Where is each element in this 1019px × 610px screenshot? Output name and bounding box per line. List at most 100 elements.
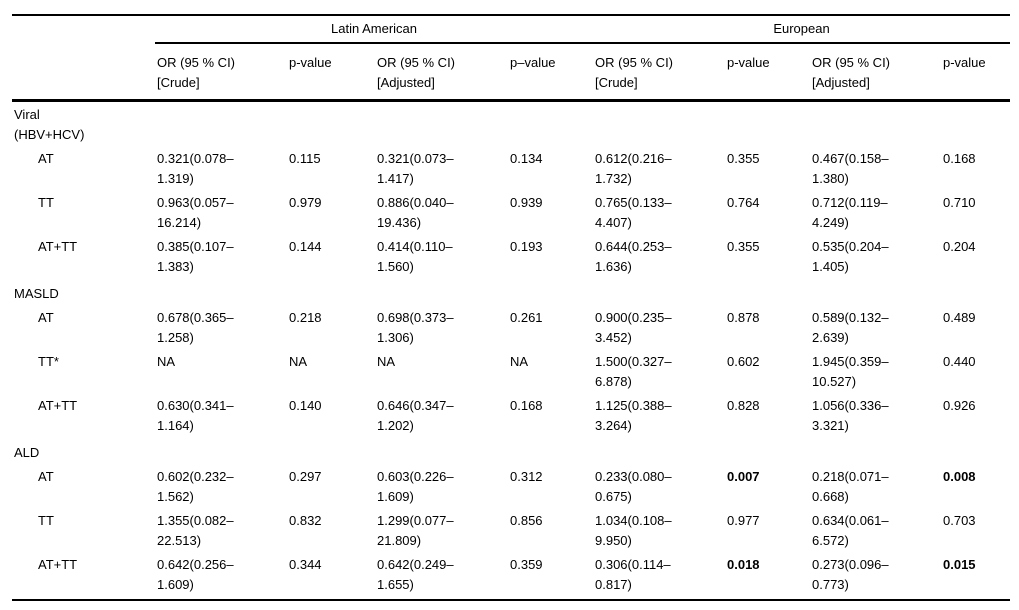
or-ci-cell: 0.306(0.114– 0.817) [595, 557, 671, 592]
or-ci-cell: NA [157, 354, 176, 369]
column-header-pvalue-adjusted-eu: p-value [941, 43, 1011, 102]
column-header-pvalue-crude-eu: p-value [725, 43, 810, 102]
p-value-cell: 0.979 [289, 195, 322, 210]
stub-header-cell [12, 43, 155, 102]
genotype-label: AT [38, 469, 54, 484]
p-value-cell: 0.297 [289, 469, 322, 484]
or-ci-cell: 1.299(0.077– 21.809) [377, 513, 454, 548]
p-value-cell: 0.008 [943, 469, 976, 484]
column-header-or-adjusted-la: OR (95 % CI) [Adjusted] [375, 43, 508, 102]
p-value-cell: 0.344 [289, 557, 322, 572]
or-ci-cell: 0.642(0.256– 1.609) [157, 557, 234, 592]
p-value-cell: 0.602 [727, 354, 760, 369]
p-value-cell: 0.144 [289, 239, 322, 254]
p-value-cell: 0.312 [510, 469, 543, 484]
or-ci-cell: 0.886(0.040– 19.436) [377, 195, 454, 230]
or-ci-cell: 0.589(0.132– 2.639) [812, 310, 889, 345]
stub-header-cell [12, 15, 155, 43]
section-label: ALD [14, 445, 40, 460]
or-ci-cell: 0.321(0.073– 1.417) [377, 151, 454, 186]
odds-ratio-table: Latin American European OR (95 % CI) [Cr… [12, 14, 1011, 601]
p-value-cell: 0.440 [943, 354, 976, 369]
or-ci-cell: 0.414(0.110– 1.560) [377, 239, 453, 274]
p-value-cell: 0.489 [943, 310, 976, 325]
p-value-cell: 0.140 [289, 398, 322, 413]
p-value-cell: 0.703 [943, 513, 976, 528]
or-ci-cell: 0.642(0.249– 1.655) [377, 557, 454, 592]
p-value-cell: 0.015 [943, 557, 976, 572]
section-header-row: Viral (HBV+HCV) [12, 101, 1010, 150]
or-ci-cell: 0.233(0.080– 0.675) [595, 469, 672, 504]
or-ci-cell: 1.056(0.336– 3.321) [812, 398, 889, 433]
or-ci-cell: 0.602(0.232– 1.562) [157, 469, 234, 504]
p-value-cell: 0.926 [943, 398, 976, 413]
or-ci-cell: 0.385(0.107– 1.383) [157, 239, 234, 274]
p-value-cell: 0.355 [727, 151, 760, 166]
genotype-label: AT+TT [38, 239, 78, 254]
p-value-cell: 0.359 [510, 557, 543, 572]
or-ci-cell: 0.467(0.158– 1.380) [812, 151, 889, 186]
or-ci-cell: 1.945(0.359– 10.527) [812, 354, 889, 389]
or-ci-cell: 0.765(0.133– 4.407) [595, 195, 672, 230]
or-ci-cell: 0.630(0.341– 1.164) [157, 398, 234, 433]
or-ci-cell: NA [377, 354, 396, 369]
table-row: TT 1.355(0.082– 22.513) 0.832 1.299(0.077– … [12, 511, 1010, 555]
or-ci-cell: 0.963(0.057– 16.214) [157, 195, 234, 230]
table-row: AT 0.321(0.078– 1.319) 0.115 0.321(0.073– 1… [12, 149, 1010, 193]
p-value-cell: 0.204 [943, 239, 976, 254]
p-value-cell: 0.355 [727, 239, 760, 254]
p-value-cell: 0.115 [289, 151, 321, 166]
column-header-pvalue-adjusted-la: p–value [508, 43, 593, 102]
or-ci-cell: 0.646(0.347– 1.202) [377, 398, 454, 433]
p-value-cell: NA [289, 354, 308, 369]
section-label: MASLD [14, 286, 59, 301]
or-ci-cell: 0.644(0.253– 1.636) [595, 239, 672, 274]
or-ci-cell: 0.273(0.096– 0.773) [812, 557, 889, 592]
or-ci-cell: 0.535(0.204– 1.405) [812, 239, 889, 274]
table-body: Viral (HBV+HCV) AT 0.321(0.078– 1.319) 0.11… [12, 101, 1010, 601]
or-ci-cell: 0.634(0.061– 6.572) [812, 513, 889, 548]
column-header-or-adjusted-eu: OR (95 % CI) [Adjusted] [810, 43, 941, 102]
p-value-cell: 0.878 [727, 310, 760, 325]
or-ci-cell: 0.698(0.373– 1.306) [377, 310, 454, 345]
column-header-or-crude-eu: OR (95 % CI) [Crude] [593, 43, 725, 102]
table-row: AT+TT 0.642(0.256– 1.609) 0.344 0.642(0.249… [12, 555, 1010, 600]
p-value-cell: 0.193 [510, 239, 543, 254]
or-ci-cell: 1.355(0.082– 22.513) [157, 513, 234, 548]
group-header-european: European [593, 15, 1011, 44]
p-value-cell: 0.168 [943, 151, 976, 166]
p-value-cell: 0.134 [510, 151, 543, 166]
p-value-cell: 0.856 [510, 513, 543, 528]
p-value-cell: 0.832 [289, 513, 322, 528]
genotype-label: TT [38, 195, 54, 210]
or-ci-cell: 0.612(0.216– 1.732) [595, 151, 672, 186]
or-ci-cell: 0.712(0.119– 4.249) [812, 195, 888, 230]
or-ci-cell: 0.900(0.235– 3.452) [595, 310, 672, 345]
table-row: TT 0.963(0.057– 16.214) 0.979 0.886(0.040– … [12, 193, 1010, 237]
genotype-label: TT [38, 513, 54, 528]
or-ci-cell: 1.125(0.388– 3.264) [595, 398, 672, 433]
p-value-cell: 0.977 [727, 513, 760, 528]
p-value-cell: 0.710 [943, 195, 976, 210]
p-value-cell: 0.764 [727, 195, 760, 210]
group-header-latin-american: Latin American [155, 15, 593, 44]
or-ci-cell: 0.218(0.071– 0.668) [812, 469, 889, 504]
section-label: Viral (HBV+HCV) [14, 107, 85, 142]
genotype-label: AT [38, 151, 54, 166]
p-value-cell: 0.018 [727, 557, 760, 572]
p-value-cell: NA [510, 354, 529, 369]
or-ci-cell: 1.034(0.108– 9.950) [595, 513, 672, 548]
p-value-cell: 0.168 [510, 398, 543, 413]
p-value-cell: 0.828 [727, 398, 760, 413]
section-header-row: ALD [12, 440, 1010, 467]
column-header-row: OR (95 % CI) [Crude] p-value OR (95 % CI… [12, 43, 1011, 102]
p-value-cell: 0.007 [727, 469, 760, 484]
genotype-label: AT [38, 310, 54, 325]
p-value-cell: 0.218 [289, 310, 322, 325]
table-row: AT 0.602(0.232– 1.562) 0.297 0.603(0.226– 1… [12, 467, 1010, 511]
or-ci-cell: 0.321(0.078– 1.319) [157, 151, 234, 186]
column-header-or-crude-la: OR (95 % CI) [Crude] [155, 43, 287, 102]
table-row: TT* NA NA NA NA 1.500(0.327– 6.878) 0.602 1.945… [12, 352, 1010, 396]
column-header-pvalue-crude-la: p-value [287, 43, 375, 102]
